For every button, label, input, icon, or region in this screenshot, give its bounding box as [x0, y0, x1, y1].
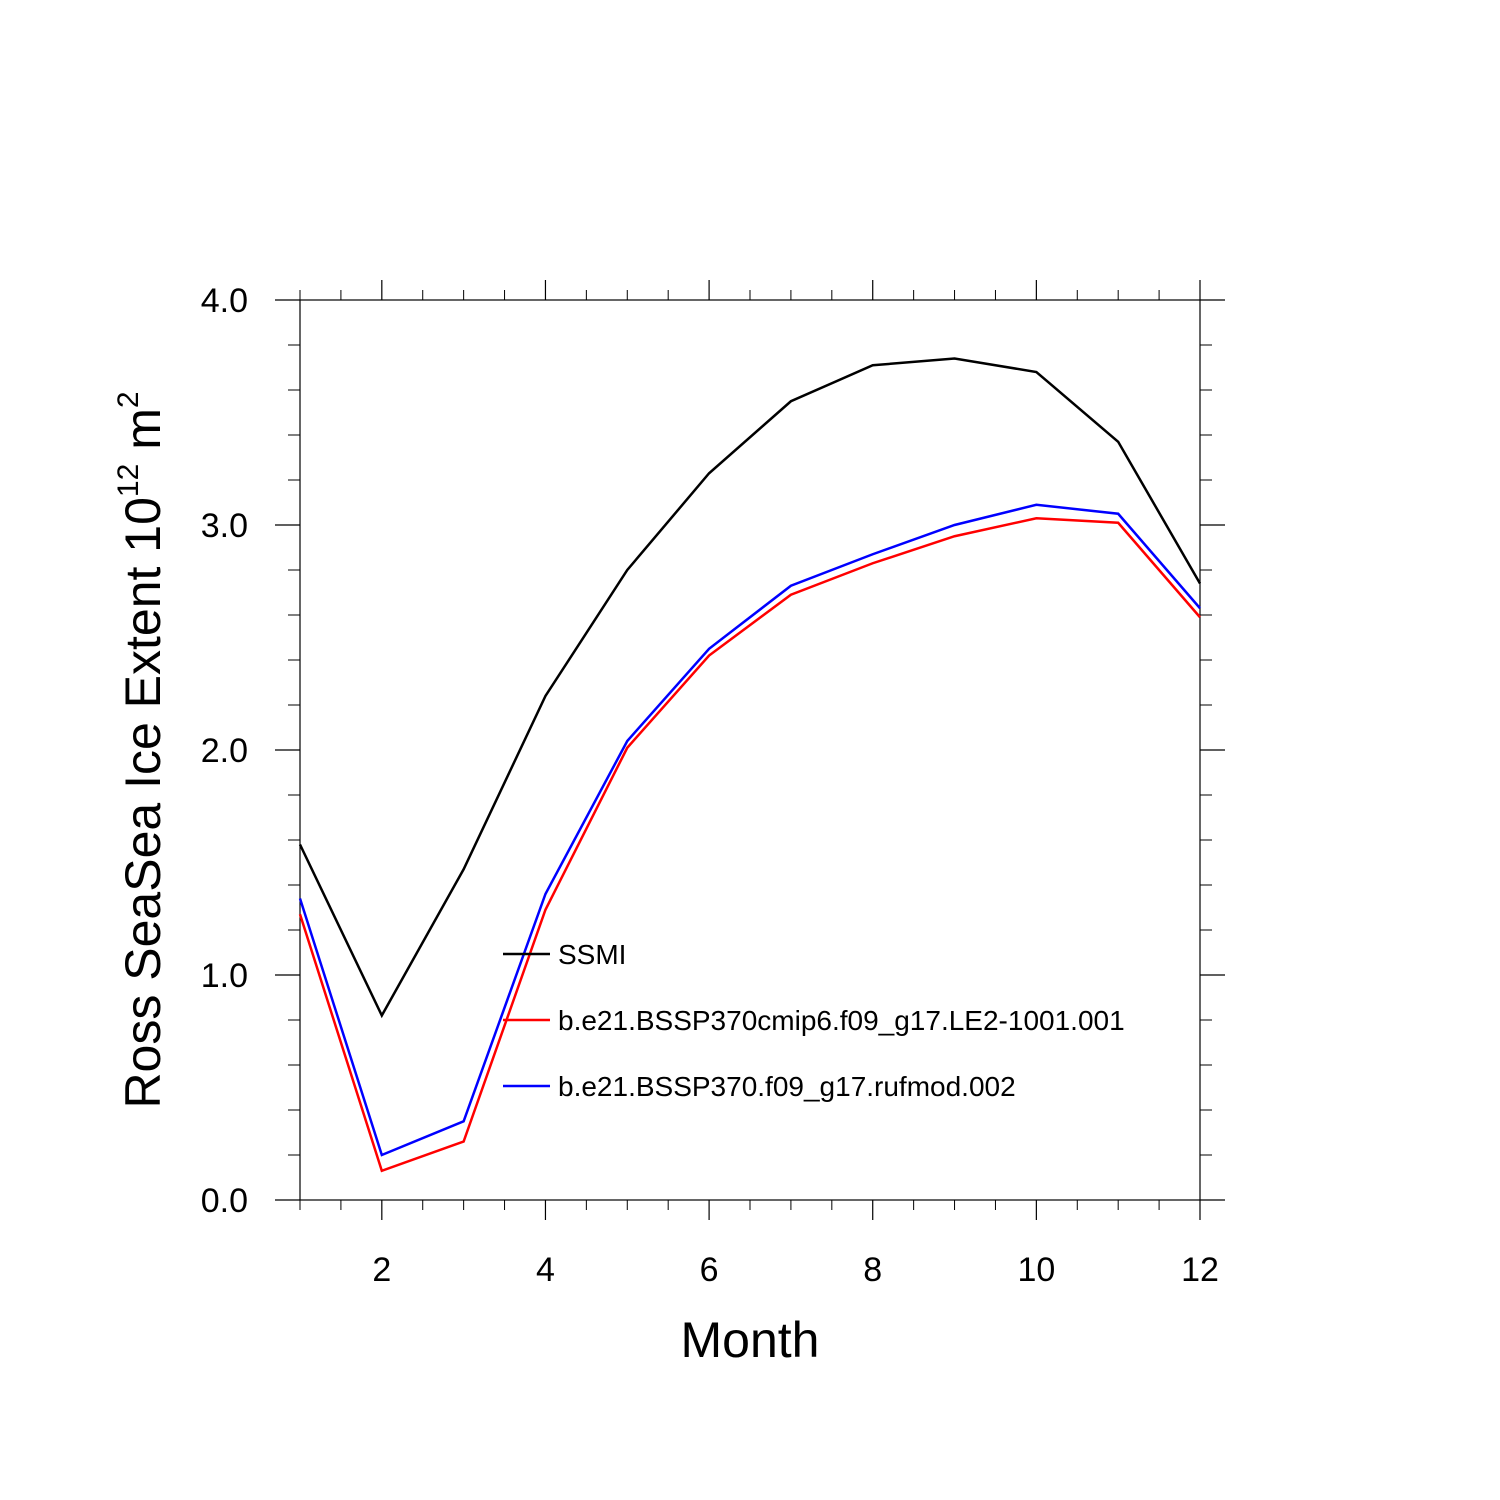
y-tick-label: 2.0 [201, 732, 248, 770]
x-tick-labels: 2 4 6 8 10 12 [372, 1251, 1219, 1289]
x-tick-label: 10 [1017, 1251, 1055, 1289]
series-line [298, 516, 1201, 1173]
x-tick-label: 8 [863, 1251, 882, 1289]
y-tick-label: 4.0 [201, 282, 248, 320]
y-axis-title: Ross SeaSea Ice Extent 1012 m2 [112, 391, 171, 1108]
legend-label: b.e21.BSSP370cmip6.f09_g17.LE2-1001.001 [558, 1005, 1125, 1036]
x-tick-label: 2 [372, 1251, 391, 1289]
series-line [298, 503, 1201, 1157]
series-lines [298, 357, 1202, 1173]
y-tick-label: 1.0 [201, 957, 248, 995]
x-axis-title: Month [681, 1312, 820, 1368]
legend: SSMI b.e21.BSSP370cmip6.f09_g17.LE2-1001.… [503, 939, 1125, 1102]
x-tick-label: 6 [700, 1251, 719, 1289]
y-tick-labels: 0.0 1.0 2.0 3.0 4.0 [201, 282, 248, 1220]
y-tick-label: 0.0 [201, 1182, 248, 1220]
minor-ticks [288, 290, 1212, 1210]
x-tick-label: 12 [1181, 1251, 1219, 1289]
y-tick-label: 3.0 [201, 507, 248, 545]
legend-label: SSMI [558, 939, 626, 970]
x-tick-label: 4 [536, 1251, 555, 1289]
legend-label: b.e21.BSSP370.f09_g17.rufmod.002 [558, 1071, 1016, 1102]
plot-frame [299, 299, 1201, 1201]
major-ticks [275, 280, 1225, 1220]
series-line [298, 357, 1202, 1019]
